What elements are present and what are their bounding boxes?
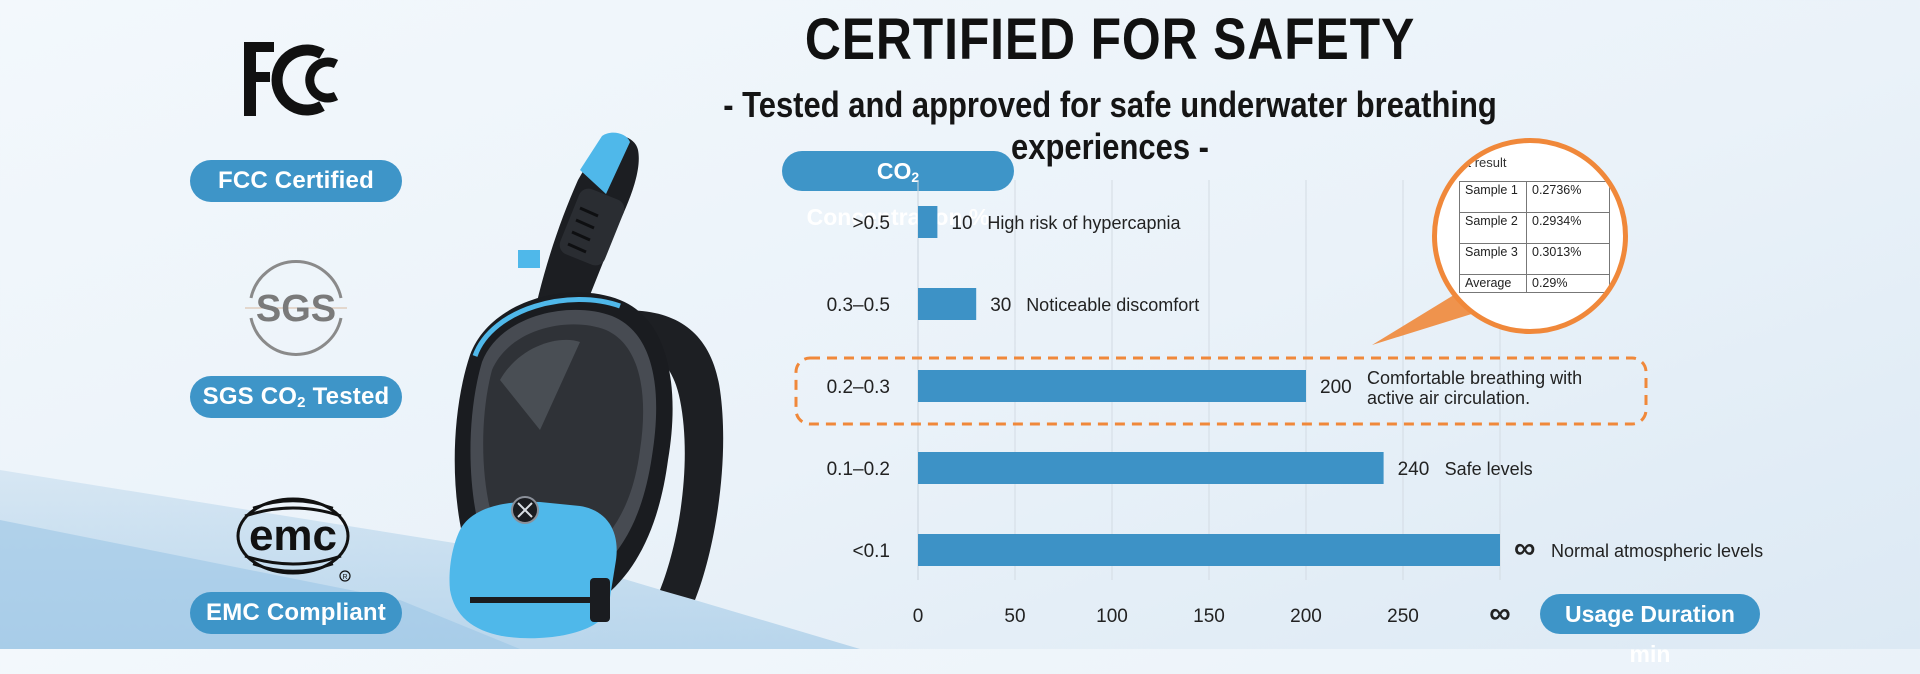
cert-sgs-label-main: SGS CO bbox=[202, 383, 298, 410]
sgs-logo-text: SGS bbox=[256, 288, 336, 330]
x-tick-label: 150 bbox=[1193, 606, 1225, 627]
svg-text:R: R bbox=[342, 574, 347, 581]
bar bbox=[918, 452, 1384, 484]
category-label: 0.2–0.3 bbox=[827, 377, 890, 398]
emc-logo-icon: emc R bbox=[236, 497, 351, 582]
cert-fcc-label: FCC Certified bbox=[190, 160, 402, 202]
cert-sgs-label: SGS CO2 Tested bbox=[190, 376, 402, 418]
y-axis-label-main: CO bbox=[876, 158, 912, 184]
value-label: 200 bbox=[1320, 377, 1352, 398]
cert-sgs-label-tail: Tested bbox=[305, 383, 390, 410]
category-label: 0.3–0.5 bbox=[827, 295, 890, 316]
fcc-logo-icon bbox=[244, 42, 339, 116]
sample-name: Average bbox=[1459, 274, 1527, 293]
table-row: Sample 3 0.3013% bbox=[1459, 243, 1610, 275]
test-result-title: st result bbox=[1461, 155, 1507, 170]
y-axis-label-tail: Concentration % bbox=[806, 204, 990, 230]
sample-value: 0.3013% bbox=[1526, 243, 1610, 275]
bar bbox=[918, 288, 977, 320]
value-label: 30 bbox=[990, 295, 1011, 316]
y-axis-label-sub: 2 bbox=[911, 169, 920, 185]
cert-fcc: FCC Certified bbox=[190, 36, 402, 202]
annotation-label: Comfortable breathing with active air cir… bbox=[1367, 368, 1582, 408]
cert-emc-label: EMC Compliant bbox=[190, 592, 402, 634]
sample-name: Sample 1 bbox=[1459, 181, 1527, 213]
x-tick-label: 0 bbox=[913, 606, 924, 627]
table-row: Average 0.29% bbox=[1459, 274, 1610, 293]
table-row: Sample 2 0.2934% bbox=[1459, 212, 1610, 244]
highlight-box bbox=[794, 356, 1648, 426]
test-result-magnifier: st result Sample 1 0.2736% Sample 2 0.29… bbox=[1432, 138, 1628, 334]
test-result-table: Sample 1 0.2736% Sample 2 0.2934% Sample… bbox=[1459, 181, 1610, 293]
annotation-label: Noticeable discomfort bbox=[1026, 295, 1199, 315]
category-label: 0.1–0.2 bbox=[827, 459, 890, 480]
value-label: 240 bbox=[1398, 459, 1430, 480]
snorkel-mask-image bbox=[449, 132, 724, 639]
x-tick-label: ∞ bbox=[1489, 597, 1510, 630]
x-tick-label: 250 bbox=[1387, 606, 1419, 627]
bar bbox=[918, 370, 1306, 402]
sample-value: 0.29% bbox=[1526, 274, 1610, 293]
page-title: CERTIFIED FOR SAFETY bbox=[804, 7, 1416, 72]
table-row: Sample 1 0.2736% bbox=[1459, 181, 1610, 213]
x-tick-label: 50 bbox=[1004, 606, 1025, 627]
cert-sgs-label-sub: 2 bbox=[297, 394, 306, 411]
cert-emc: emc R EMC Compliant bbox=[190, 496, 402, 634]
value-label: ∞ bbox=[1514, 532, 1535, 565]
value-label: 10 bbox=[951, 213, 972, 234]
category-label: <0.1 bbox=[852, 541, 890, 562]
emc-logo-text: emc bbox=[249, 511, 337, 560]
sgs-logo-icon: SGS bbox=[245, 260, 347, 356]
page-subtitle: - Tested and approved for safe underwate… bbox=[723, 84, 1497, 167]
sample-name: Sample 2 bbox=[1459, 212, 1527, 244]
cert-sgs: SGS SGS CO2 Tested bbox=[190, 252, 402, 418]
annotation-label: Normal atmospheric levels bbox=[1551, 541, 1763, 561]
co2-usage-chart: >0.5 10 High risk of hypercapnia 0.3–0.5 30 N… bbox=[794, 180, 1763, 630]
category-label: >0.5 bbox=[852, 213, 890, 234]
sample-value: 0.2934% bbox=[1526, 212, 1610, 244]
x-tick-label: 200 bbox=[1290, 606, 1322, 627]
bar bbox=[918, 206, 938, 238]
annotation-label: High risk of hypercapnia bbox=[987, 213, 1181, 233]
x-axis-label: Usage Duration min bbox=[1540, 594, 1760, 667]
sample-name: Sample 3 bbox=[1459, 243, 1527, 275]
x-tick-label: 100 bbox=[1096, 606, 1128, 627]
sample-value: 0.2736% bbox=[1526, 181, 1610, 213]
y-axis-label: CO2 Concentration % bbox=[782, 151, 1014, 230]
bar bbox=[918, 534, 1500, 566]
annotation-label: Safe levels bbox=[1445, 459, 1533, 479]
